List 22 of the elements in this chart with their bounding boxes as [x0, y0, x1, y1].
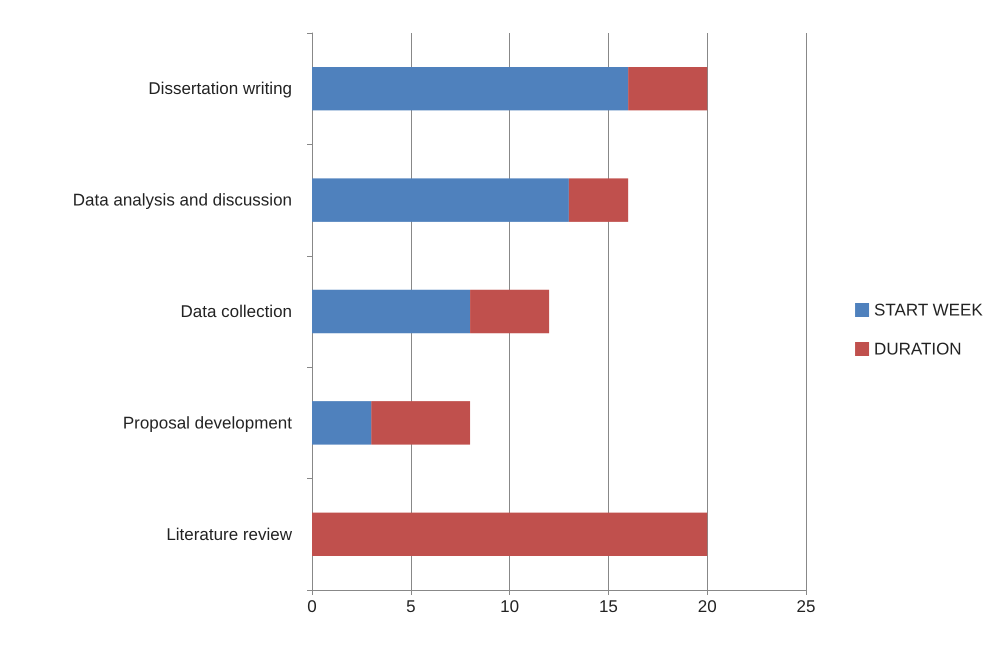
bar [312, 512, 708, 556]
y-tick-label: Data analysis and discussion [72, 190, 292, 210]
legend-label: DURATION [874, 340, 962, 358]
y-tick-label: Data collection [180, 302, 292, 321]
y-tick-label: Dissertation writing [148, 79, 292, 98]
x-tick-label: 5 [406, 597, 416, 616]
bar [312, 290, 470, 334]
x-tick-label: 25 [796, 597, 816, 616]
bar [470, 290, 550, 334]
bar [312, 401, 372, 445]
x-tick-label: 0 [307, 597, 317, 616]
x-tick-label: 20 [698, 597, 717, 616]
x-tick-label: 10 [500, 597, 520, 616]
y-tick-label: Literature review [166, 524, 293, 544]
y-tick-label: Proposal development [122, 413, 292, 432]
bar [312, 178, 569, 222]
legend-label: START WEEK [874, 300, 984, 320]
bar [568, 178, 628, 222]
bar [371, 401, 470, 445]
x-tick-label: 15 [598, 597, 618, 616]
bar [628, 66, 708, 110]
bar [312, 66, 628, 110]
